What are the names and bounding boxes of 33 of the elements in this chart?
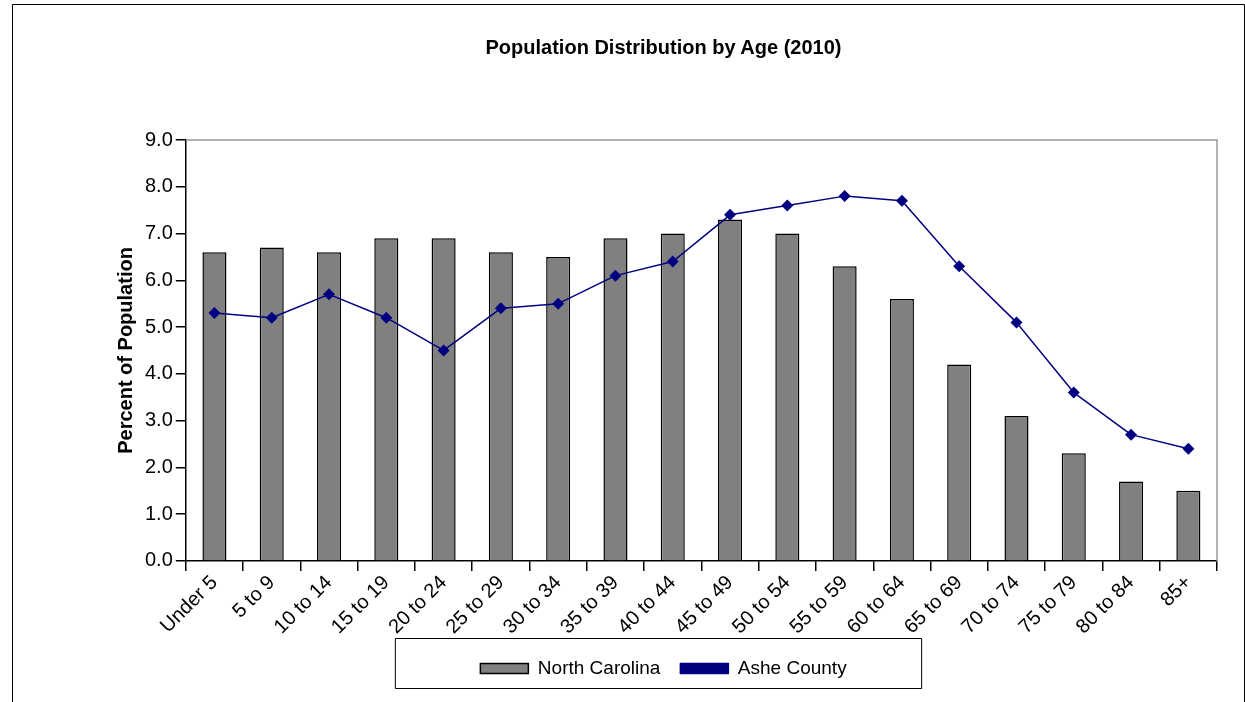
chart-title: Population Distribution by Age (2010) bbox=[485, 35, 842, 58]
y-tick-label: 1.0 bbox=[144, 501, 173, 524]
point bbox=[781, 199, 794, 212]
point bbox=[1067, 386, 1080, 399]
y-tick-label: 8.0 bbox=[144, 174, 173, 197]
point bbox=[208, 307, 221, 320]
legend-label: North Carolina bbox=[537, 656, 661, 678]
point bbox=[437, 344, 450, 357]
point bbox=[724, 208, 737, 221]
point bbox=[838, 190, 851, 203]
y-tick-label: 6.0 bbox=[144, 267, 173, 290]
y-tick-label: 9.0 bbox=[144, 127, 173, 150]
point bbox=[494, 302, 507, 315]
point bbox=[1010, 316, 1023, 329]
point bbox=[1182, 442, 1195, 455]
y-tick-label: 5.0 bbox=[144, 314, 173, 337]
point bbox=[895, 194, 908, 207]
x-tick-label: 85+ bbox=[1155, 570, 1196, 611]
y-tick-label: 4.0 bbox=[144, 361, 173, 384]
y-tick-label: 3.0 bbox=[144, 408, 173, 431]
point bbox=[666, 255, 679, 268]
y-tick-label: 7.0 bbox=[144, 221, 173, 244]
point bbox=[953, 260, 966, 273]
point bbox=[380, 311, 393, 324]
y-axis-title: Percent of Population bbox=[113, 247, 136, 454]
point bbox=[323, 288, 336, 301]
point bbox=[265, 311, 278, 324]
legend-label: Ashe County bbox=[737, 656, 848, 678]
point bbox=[552, 297, 565, 310]
point bbox=[609, 269, 622, 282]
y-tick-label: 0.0 bbox=[144, 548, 173, 571]
point bbox=[1125, 428, 1138, 441]
y-tick-label: 2.0 bbox=[144, 454, 173, 477]
